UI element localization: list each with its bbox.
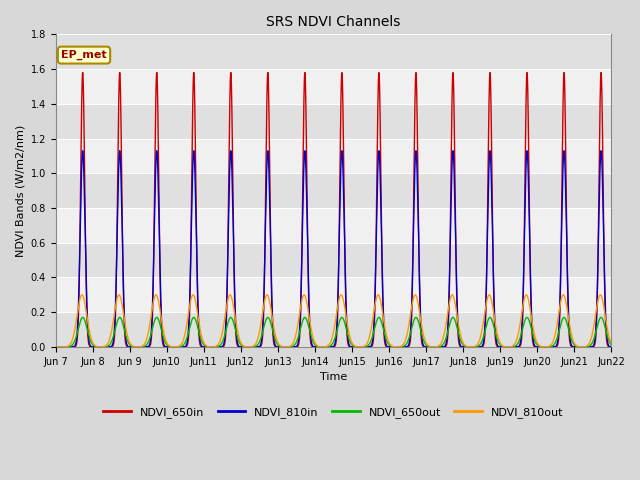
NDVI_650out: [52, 344, 60, 350]
NDVI_810in: [171, 344, 179, 350]
Bar: [56, 104, 611, 139]
NDVI_810out: [164, 342, 172, 348]
Bar: [56, 243, 611, 277]
Bar: [56, 35, 611, 69]
NDVI_650out: [605, 338, 613, 344]
Bar: [56, 312, 611, 347]
NDVI_650in: [605, 344, 613, 350]
Y-axis label: NDVI Bands (W/m2/nm): NDVI Bands (W/m2/nm): [15, 124, 25, 257]
NDVI_650in: [607, 344, 615, 350]
NDVI_810in: [597, 148, 605, 154]
NDVI_810out: [171, 344, 179, 350]
NDVI_650in: [597, 70, 605, 75]
NDVI_810in: [52, 344, 60, 350]
Text: EP_met: EP_met: [61, 50, 107, 60]
Line: NDVI_810out: NDVI_810out: [56, 295, 611, 347]
NDVI_810in: [605, 343, 613, 349]
X-axis label: Time: Time: [320, 372, 347, 382]
NDVI_810out: [605, 334, 613, 340]
NDVI_810out: [596, 292, 604, 298]
NDVI_650out: [260, 325, 268, 331]
Legend: NDVI_650in, NDVI_810in, NDVI_650out, NDVI_810out: NDVI_650in, NDVI_810in, NDVI_650out, NDV…: [99, 403, 568, 422]
NDVI_650out: [489, 320, 497, 326]
NDVI_810out: [52, 344, 60, 350]
NDVI_650in: [260, 313, 268, 319]
NDVI_810in: [164, 344, 172, 350]
NDVI_810in: [607, 344, 615, 350]
NDVI_810in: [410, 203, 418, 208]
NDVI_810in: [489, 248, 497, 253]
Bar: [56, 173, 611, 208]
NDVI_650out: [607, 342, 615, 348]
NDVI_810out: [260, 304, 268, 310]
NDVI_650out: [171, 344, 179, 350]
NDVI_650in: [489, 242, 497, 248]
NDVI_650in: [171, 344, 179, 350]
Bar: [56, 208, 611, 243]
NDVI_650out: [410, 317, 418, 323]
Bar: [56, 139, 611, 173]
NDVI_650in: [52, 344, 60, 350]
NDVI_650in: [410, 171, 418, 177]
NDVI_650in: [164, 344, 172, 350]
Line: NDVI_650in: NDVI_650in: [56, 72, 611, 347]
Line: NDVI_650out: NDVI_650out: [56, 317, 611, 347]
NDVI_810out: [607, 340, 615, 346]
NDVI_810in: [260, 303, 268, 309]
Bar: [56, 69, 611, 104]
NDVI_810out: [489, 305, 497, 311]
NDVI_650out: [597, 314, 605, 320]
NDVI_650out: [164, 343, 172, 349]
Bar: [56, 277, 611, 312]
Title: SRS NDVI Channels: SRS NDVI Channels: [266, 15, 401, 29]
NDVI_810out: [410, 294, 418, 300]
Line: NDVI_810in: NDVI_810in: [56, 151, 611, 347]
